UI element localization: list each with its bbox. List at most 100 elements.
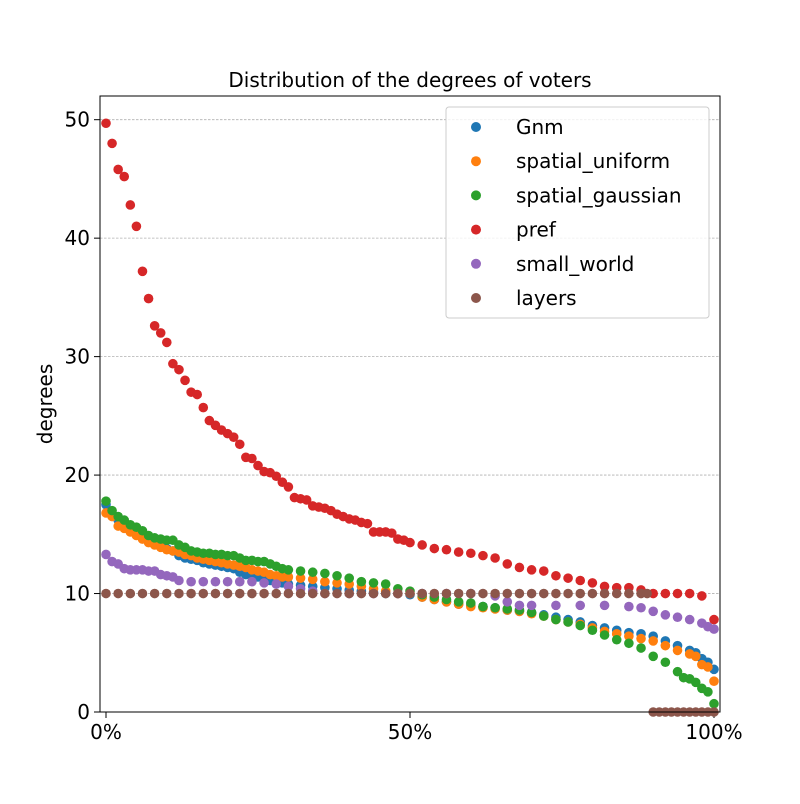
data-point — [149, 588, 160, 599]
data-point — [538, 611, 549, 621]
y-tick-label: 40 — [65, 226, 90, 250]
data-point — [168, 358, 178, 369]
series-layers — [101, 588, 719, 717]
data-point — [307, 588, 318, 599]
data-point — [320, 576, 330, 587]
data-point — [162, 337, 172, 348]
data-point — [441, 588, 452, 599]
data-point — [283, 588, 294, 599]
data-point — [690, 651, 701, 662]
data-point — [478, 550, 488, 561]
data-point — [101, 496, 111, 506]
data-point — [563, 617, 573, 627]
legend-marker — [471, 190, 481, 201]
data-point — [660, 640, 671, 651]
data-point — [648, 636, 658, 646]
data-point — [551, 614, 561, 625]
data-point — [624, 631, 634, 641]
data-point — [575, 600, 586, 611]
data-point — [247, 588, 257, 599]
data-point — [514, 562, 525, 573]
data-point — [478, 588, 488, 599]
data-point — [228, 432, 239, 442]
data-point — [137, 266, 148, 277]
data-point — [222, 588, 233, 599]
legend-label: spatial_uniform — [516, 149, 670, 173]
data-point — [155, 328, 166, 338]
legend-label: small_world — [516, 252, 634, 276]
data-point — [709, 624, 719, 634]
legend-marker — [471, 122, 481, 132]
data-point — [417, 588, 427, 599]
data-point — [259, 588, 269, 599]
data-point — [332, 578, 342, 588]
data-point — [599, 630, 610, 640]
data-point — [119, 171, 130, 182]
data-point — [234, 588, 245, 599]
data-point — [684, 614, 695, 625]
data-point — [101, 549, 111, 560]
legend-label: Gnm — [516, 115, 564, 139]
data-point — [344, 573, 355, 583]
data-point — [192, 389, 202, 400]
data-point — [636, 643, 646, 653]
data-point — [636, 633, 646, 644]
data-point — [502, 559, 513, 569]
data-point — [380, 579, 391, 589]
legend-marker — [471, 293, 481, 303]
data-point — [684, 588, 695, 599]
data-point — [429, 543, 440, 554]
data-point — [611, 634, 622, 645]
data-point — [174, 364, 184, 375]
data-point — [271, 579, 282, 589]
data-point — [107, 505, 117, 516]
data-point — [538, 588, 549, 599]
data-point — [149, 321, 160, 331]
data-point — [101, 118, 111, 129]
data-point — [514, 600, 525, 611]
data-point — [453, 547, 464, 557]
data-point — [393, 588, 403, 599]
data-point — [429, 588, 440, 599]
data-point — [611, 588, 622, 599]
data-point — [174, 588, 184, 599]
legend-label: spatial_gaussian — [516, 183, 682, 207]
data-point — [648, 606, 658, 617]
data-point — [697, 591, 707, 601]
data-point — [703, 687, 713, 697]
data-point — [283, 572, 294, 582]
data-point — [502, 597, 513, 607]
data-point — [660, 588, 671, 599]
legend-label: layers — [516, 286, 577, 310]
data-point — [502, 604, 513, 614]
data-point — [575, 588, 586, 599]
data-point — [210, 576, 221, 587]
data-point — [271, 471, 282, 482]
data-point — [636, 602, 646, 613]
data-point — [101, 588, 111, 599]
data-point — [709, 676, 719, 686]
data-point — [356, 576, 367, 587]
data-point — [538, 566, 549, 576]
legend-marker — [471, 156, 481, 167]
data-point — [703, 662, 713, 672]
data-point — [599, 588, 610, 599]
x-tick-label: 0% — [90, 720, 122, 744]
data-point — [466, 588, 476, 599]
data-point — [320, 588, 330, 599]
data-point — [441, 544, 452, 555]
y-tick-label: 20 — [65, 463, 90, 487]
data-point — [283, 565, 294, 575]
data-point — [672, 612, 683, 623]
data-point — [599, 600, 610, 611]
data-point — [672, 666, 683, 677]
x-tick-label: 100% — [685, 720, 742, 744]
data-point — [587, 625, 598, 636]
data-point — [587, 588, 598, 599]
data-point — [642, 588, 652, 599]
data-point — [332, 570, 342, 581]
data-point — [490, 602, 500, 613]
data-point — [320, 568, 330, 579]
data-point — [599, 581, 610, 592]
